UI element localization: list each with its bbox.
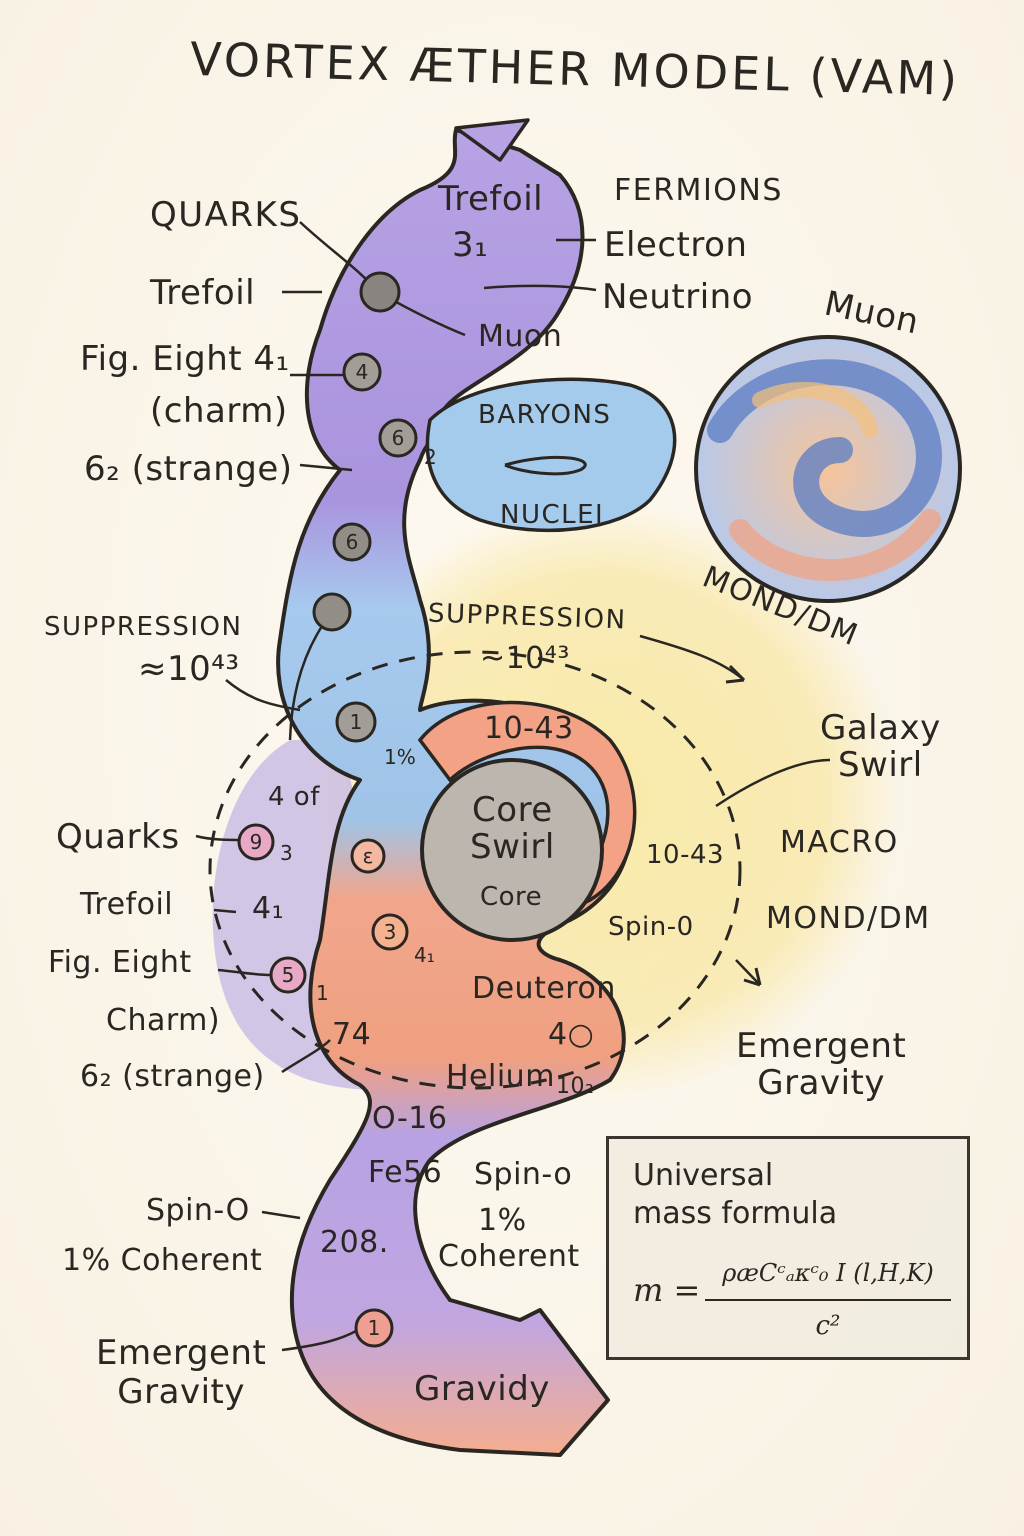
label-trefoil-upper: Trefoil — [150, 273, 256, 313]
svg-text:1: 1 — [368, 1316, 381, 1340]
svg-text:4: 4 — [356, 360, 369, 384]
label-nuclei: NUCLEI — [500, 500, 605, 530]
label-strange-lower: 6₂ (strange) — [80, 1059, 265, 1094]
arrowhead-mond — [743, 967, 762, 987]
label-charm-lower: Charm) — [106, 1003, 221, 1038]
arrowhead-suppression — [725, 664, 746, 684]
label-strange-upper: 6₂ (strange) — [84, 449, 293, 489]
svg-text:9: 9 — [250, 830, 263, 854]
label-core-swirl: Core Swirl — [470, 790, 555, 868]
label-spin0-band: Spin-o — [474, 1157, 573, 1192]
label-suppression-center-value: ~10⁴³ — [480, 641, 570, 676]
label-fig-eight-upper: Fig. Eight 4₁ — [80, 339, 290, 379]
label-four-o: 4○ — [548, 1017, 595, 1052]
label-o16: O-16 — [372, 1101, 448, 1136]
label-band-31: 3₁ — [452, 225, 489, 265]
svg-text:4₁: 4₁ — [414, 943, 435, 967]
node-1 — [359, 271, 401, 313]
baryons-lobe — [425, 377, 677, 533]
formula-lhs: m = — [633, 1271, 701, 1309]
node-5 — [312, 592, 352, 632]
label-gravidy: Gravidy — [414, 1369, 550, 1409]
node-4: 6 — [332, 522, 372, 562]
label-coherent-left: 1% Coherent — [62, 1243, 263, 1278]
node-10: 5 1 — [269, 956, 329, 1005]
label-trefoil-lower: Trefoil — [80, 887, 174, 922]
svg-text:6: 6 — [346, 530, 359, 554]
label-ten43-right: 10-43 — [646, 840, 725, 870]
formula-denominator: c² — [815, 1311, 841, 1341]
node-6: 1 1% — [335, 701, 416, 769]
label-mond-dm: MOND/DM — [766, 901, 931, 936]
label-helium: Helium — [446, 1059, 555, 1094]
label-neutrino: Neutrino — [602, 277, 754, 317]
label-quarks-upper: QUARKS — [150, 195, 302, 235]
formula-fraction-bar — [705, 1299, 951, 1301]
svg-text:5: 5 — [282, 963, 295, 987]
label-band-trefoil: Trefoil — [438, 179, 544, 219]
mass-formula-box: Universal mass formula m = ρæCᶜₐκᶜ₀ I (l… — [606, 1136, 970, 1360]
svg-text:6: 6 — [392, 426, 405, 450]
label-ten43-top: 10-43 — [484, 711, 574, 746]
label-fig-eight-lower: Fig. Eight — [48, 945, 192, 980]
label-spin0-left: Spin-O — [146, 1193, 250, 1228]
formula-numerator: ρæCᶜₐκᶜ₀ I (l,H,K) — [722, 1259, 934, 1287]
node-3: 6 2 — [378, 418, 437, 469]
ribbon-top-arrow — [454, 118, 530, 162]
node-11: 1 — [354, 1308, 394, 1348]
label-seventy-four: 74 — [332, 1017, 372, 1052]
formula-title: Universal mass formula — [633, 1158, 838, 1231]
node-7: 9 3 — [237, 823, 293, 865]
label-macro: MACRO — [780, 825, 899, 860]
label-deuteron: Deuteron — [472, 971, 616, 1006]
svg-text:1: 1 — [350, 710, 363, 734]
muon-sphere — [694, 335, 962, 603]
label-coherent: Coherent — [438, 1239, 580, 1274]
knot-nodes: 4 6 2 6 1 1% 9 3 ε 3 4₁ 5 1 1 — [237, 271, 437, 1348]
label-charm-upper: (charm) — [150, 391, 288, 431]
label-core: Core — [480, 882, 543, 912]
label-208: 208. — [320, 1225, 389, 1260]
svg-text:3: 3 — [384, 920, 397, 944]
label-fe56: Fe56 — [368, 1155, 443, 1190]
dashed-orbit — [208, 650, 742, 1090]
label-trefoil-lower-value: 4₁ — [252, 891, 285, 926]
node-9: 3 4₁ — [371, 913, 435, 967]
node-2: 4 — [342, 352, 382, 392]
svg-text:1: 1 — [316, 981, 329, 1005]
node-8: ε — [350, 838, 386, 874]
label-four-of: 4 of — [268, 782, 320, 812]
label-suppression-left: SUPPRESSION — [44, 612, 243, 642]
label-galaxy-swirl: Galaxy Swirl — [820, 708, 941, 786]
label-baryons: BARYONS — [478, 400, 612, 430]
core-circle — [420, 758, 604, 942]
baryons-loop — [504, 455, 587, 476]
label-emergent-gravity-left: Emergent Gravity — [96, 1333, 267, 1413]
label-emergent-gravity-right: Emergent Gravity — [736, 1026, 907, 1104]
label-electron: Electron — [604, 225, 748, 265]
label-one-percent: 1% — [478, 1203, 527, 1238]
svg-text:3: 3 — [280, 841, 293, 865]
svg-text:2: 2 — [424, 445, 437, 469]
label-spin0-middle: Spin-0 — [608, 912, 694, 942]
label-suppression-left-value: ≈10⁴³ — [138, 649, 240, 689]
label-helium-sub: 10₂ — [556, 1074, 595, 1099]
label-fermions: FERMIONS — [614, 173, 783, 208]
label-quarks-lower: Quarks — [56, 817, 180, 857]
svg-text:1%: 1% — [384, 745, 416, 769]
label-suppression-center: SUPPRESSION — [427, 598, 627, 636]
label-muon-band: Muon — [478, 319, 563, 354]
svg-text:ε: ε — [363, 844, 374, 868]
